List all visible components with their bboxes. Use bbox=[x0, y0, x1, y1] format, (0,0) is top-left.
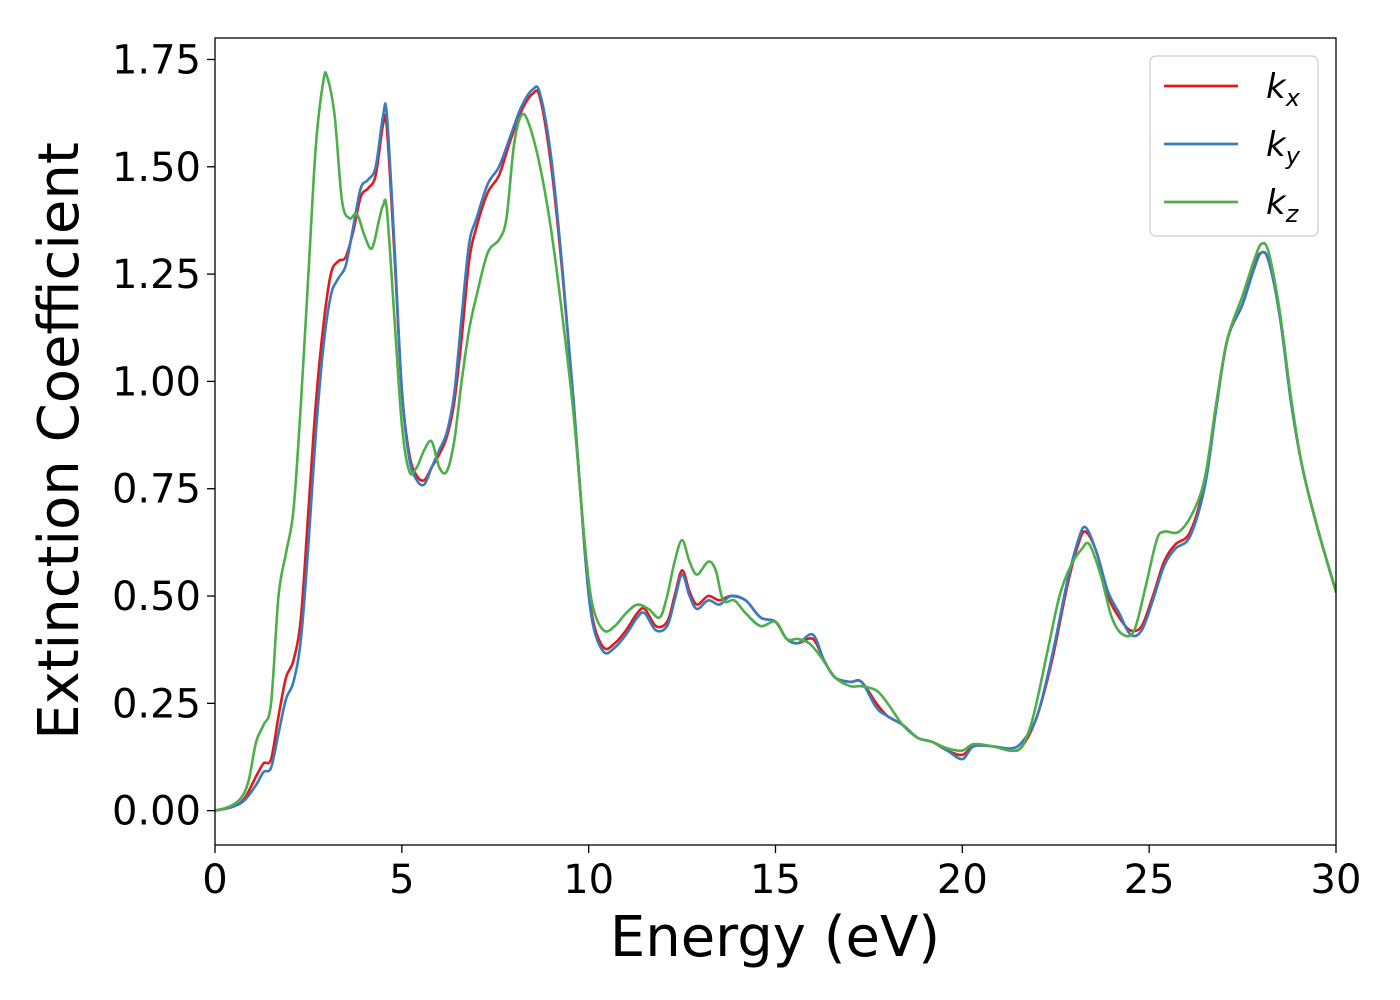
x-tick-label: 5 bbox=[389, 857, 414, 903]
legend: kx ky kz bbox=[1149, 55, 1319, 237]
x-tick-label: 10 bbox=[563, 857, 614, 903]
legend-label-z: kz bbox=[1266, 183, 1300, 228]
x-tick-label: 15 bbox=[750, 857, 801, 903]
y-tick-label: 0.50 bbox=[112, 574, 201, 620]
y-axis: 0.00 0.25 0.50 0.75 1.00 1.25 1.50 1.75 bbox=[112, 37, 215, 835]
y-tick-label: 1.50 bbox=[112, 145, 201, 191]
legend-label-y: ky bbox=[1266, 125, 1301, 170]
x-tick-label: 30 bbox=[1311, 857, 1362, 903]
y-tick-label: 0.75 bbox=[112, 467, 201, 513]
series-layer bbox=[215, 71, 1336, 812]
series-line-z bbox=[215, 71, 1336, 812]
y-tick-label: 0.00 bbox=[112, 789, 201, 835]
y-tick-label: 0.25 bbox=[112, 681, 201, 727]
legend-box bbox=[1149, 55, 1319, 237]
y-tick-label: 1.00 bbox=[112, 359, 201, 405]
x-axis-label: Energy (eV) bbox=[610, 905, 940, 970]
x-tick-label: 25 bbox=[1124, 857, 1175, 903]
series-line-y bbox=[215, 85, 1336, 812]
legend-label-x: kx bbox=[1266, 67, 1301, 112]
y-tick-label: 1.75 bbox=[112, 37, 201, 83]
x-tick-label: 20 bbox=[937, 857, 988, 903]
x-axis: 0 5 10 15 20 25 30 bbox=[202, 845, 1361, 903]
x-tick-label: 0 bbox=[202, 857, 227, 903]
y-tick-label: 1.25 bbox=[112, 252, 201, 298]
y-axis-label: Extinction Coefficient bbox=[27, 142, 92, 740]
